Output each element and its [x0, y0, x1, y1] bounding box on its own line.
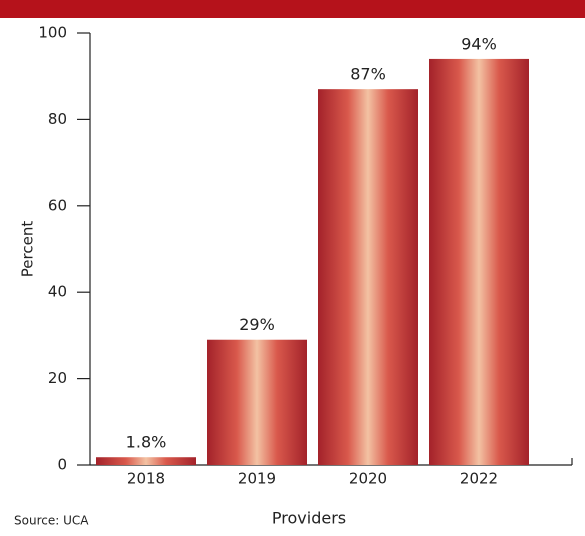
value-label: 87%	[350, 65, 386, 84]
source: Source: UCA	[14, 514, 89, 528]
y-axis-label: Percent	[19, 221, 37, 278]
y-tick-label: 0	[57, 456, 67, 474]
x-tick-label: 2020	[349, 470, 387, 488]
bar	[429, 58, 529, 466]
value-label: 1.8%	[126, 433, 167, 452]
x-axis-label: Providers	[272, 509, 346, 528]
x-tick-label: 2018	[127, 470, 165, 488]
header-band	[0, 0, 585, 18]
y-tick-label: 100	[38, 24, 67, 42]
y-tick-label: 20	[48, 369, 67, 387]
x-tick-label: 2022	[460, 470, 498, 488]
value-label: 29%	[239, 315, 275, 334]
value-label: 94%	[461, 34, 497, 53]
y-tick-label: 60	[48, 196, 67, 214]
bar	[318, 89, 418, 465]
y-tick-label: 40	[48, 283, 67, 301]
bar	[96, 457, 196, 465]
x-tick-label: 2019	[238, 470, 276, 488]
bar	[207, 339, 307, 465]
y-tick-label: 80	[48, 110, 67, 128]
